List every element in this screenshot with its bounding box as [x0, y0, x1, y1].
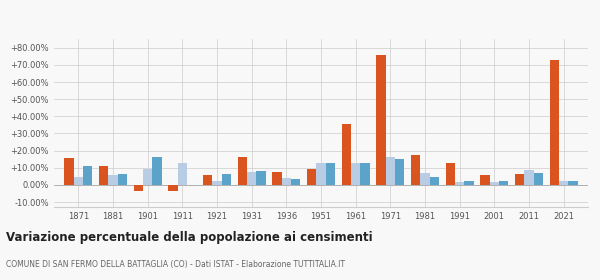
Bar: [534, 173, 543, 185]
Bar: [421, 173, 430, 185]
Bar: [376, 55, 386, 185]
Bar: [178, 163, 187, 185]
Bar: [395, 159, 404, 185]
Bar: [168, 185, 178, 191]
Bar: [464, 181, 474, 185]
Bar: [134, 185, 143, 191]
Bar: [524, 170, 534, 185]
Bar: [411, 155, 421, 185]
Text: Variazione percentuale della popolazione ai censimenti: Variazione percentuale della popolazione…: [6, 231, 373, 244]
Bar: [256, 171, 266, 185]
Bar: [481, 175, 490, 185]
Bar: [446, 163, 455, 185]
Bar: [430, 177, 439, 185]
Bar: [490, 182, 499, 185]
Bar: [64, 158, 74, 185]
Bar: [281, 178, 291, 185]
Bar: [559, 181, 568, 185]
Bar: [212, 181, 221, 185]
Bar: [515, 174, 524, 185]
Text: COMUNE DI SAN FERMO DELLA BATTAGLIA (CO) - Dati ISTAT - Elaborazione TUTTITALIA.: COMUNE DI SAN FERMO DELLA BATTAGLIA (CO)…: [6, 260, 345, 269]
Bar: [118, 174, 127, 185]
Bar: [238, 157, 247, 185]
Bar: [550, 60, 559, 185]
Bar: [203, 176, 212, 185]
Bar: [568, 181, 578, 185]
Bar: [361, 164, 370, 185]
Bar: [499, 181, 508, 185]
Bar: [455, 182, 464, 185]
Bar: [143, 169, 152, 185]
Bar: [152, 157, 161, 185]
Bar: [351, 164, 361, 185]
Bar: [291, 179, 301, 185]
Bar: [326, 164, 335, 185]
Bar: [83, 166, 92, 185]
Bar: [247, 172, 256, 185]
Bar: [221, 174, 231, 185]
Bar: [272, 172, 281, 185]
Bar: [316, 164, 326, 185]
Bar: [341, 124, 351, 185]
Bar: [108, 176, 118, 185]
Bar: [74, 177, 83, 185]
Bar: [99, 166, 108, 185]
Bar: [386, 157, 395, 185]
Bar: [307, 169, 316, 185]
